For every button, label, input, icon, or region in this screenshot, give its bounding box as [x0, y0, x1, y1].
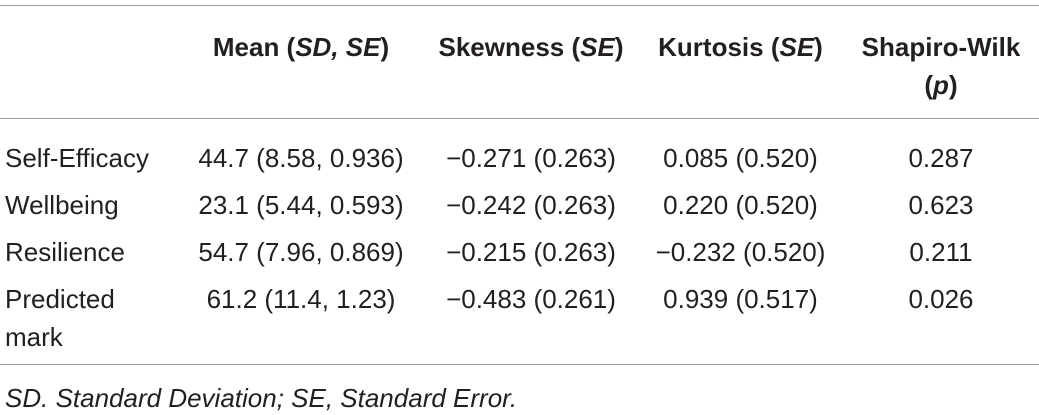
table-header: Mean (SD, SE) Skewness (SE) Kurtosis (SE) S… [0, 5, 1039, 119]
data-table: Mean (SD, SE) Skewness (SE) Kurtosis (SE) S… [0, 5, 1039, 365]
cell: 0.623 [908, 190, 974, 220]
header-text: ) [380, 32, 390, 62]
cell: 0.085 (0.520) [663, 143, 818, 173]
cell: 0.939 (0.517) [663, 284, 818, 314]
cell: 0.220 (0.520) [663, 190, 818, 220]
cell: −0.242 (0.263) [446, 190, 616, 220]
cell: −0.232 (0.520) [655, 237, 826, 267]
cell: 0.026 [908, 284, 974, 314]
cell: 54.7 (7.96, 0.869) [198, 237, 404, 267]
header-text: SE [779, 32, 815, 62]
cell: 23.1 (5.44, 0.593) [198, 190, 404, 220]
cell: 61.2 (11.4, 1.23) [206, 284, 396, 314]
row-label: Resilience [5, 237, 125, 267]
table-row: Self-Efficacy 44.7 (8.58, 0.936) −0.271 (0… [0, 119, 1039, 187]
row-label: Wellbeing [5, 190, 119, 220]
row-label: Self-Efficacy [5, 143, 150, 173]
row-label: Predicted mark [5, 284, 115, 352]
cell: −0.215 (0.263) [446, 237, 616, 267]
table-row: Wellbeing 23.1 (5.44, 0.593) −0.242 (0.263… [0, 186, 1039, 233]
header-cell: Mean (SD, SE) [178, 6, 424, 119]
header-cell: Kurtosis (SE) [638, 6, 843, 119]
header-text: Kurtosis ( [658, 32, 780, 62]
header-text: Skewness ( [438, 32, 581, 62]
header-text: ) [948, 70, 958, 100]
cell: −0.271 (0.263) [446, 143, 616, 173]
footnote: SD. Standard Deviation; SE, Standard Err… [5, 383, 518, 413]
table-row: Predicted mark 61.2 (11.4, 1.23) −0.483 (0… [0, 280, 1039, 365]
header-row: Mean (SD, SE) Skewness (SE) Kurtosis (SE) S… [0, 5, 1039, 119]
header-text: ) [814, 32, 823, 62]
cell: 44.7 (8.58, 0.936) [198, 143, 404, 173]
table-body: Self-Efficacy 44.7 (8.58, 0.936) −0.271 (0… [0, 119, 1039, 365]
header-cell [0, 6, 178, 119]
cell: 0.287 [908, 143, 974, 173]
header-text: Shapiro-Wilk ( [861, 32, 1021, 100]
header-cell: Shapiro-Wilk (p) [843, 6, 1039, 119]
header-text: SD, SE [295, 32, 381, 62]
header-cell: Skewness (SE) [424, 6, 638, 119]
header-text: p [933, 70, 949, 100]
header-text: Mean ( [212, 32, 296, 62]
cell: 0.211 [909, 237, 973, 267]
header-text: ) [614, 32, 624, 62]
table-row: Resilience 54.7 (7.96, 0.869) −0.215 (0.26… [0, 233, 1039, 280]
header-text: SE [580, 32, 615, 62]
cell: −0.483 (0.261) [446, 284, 616, 314]
